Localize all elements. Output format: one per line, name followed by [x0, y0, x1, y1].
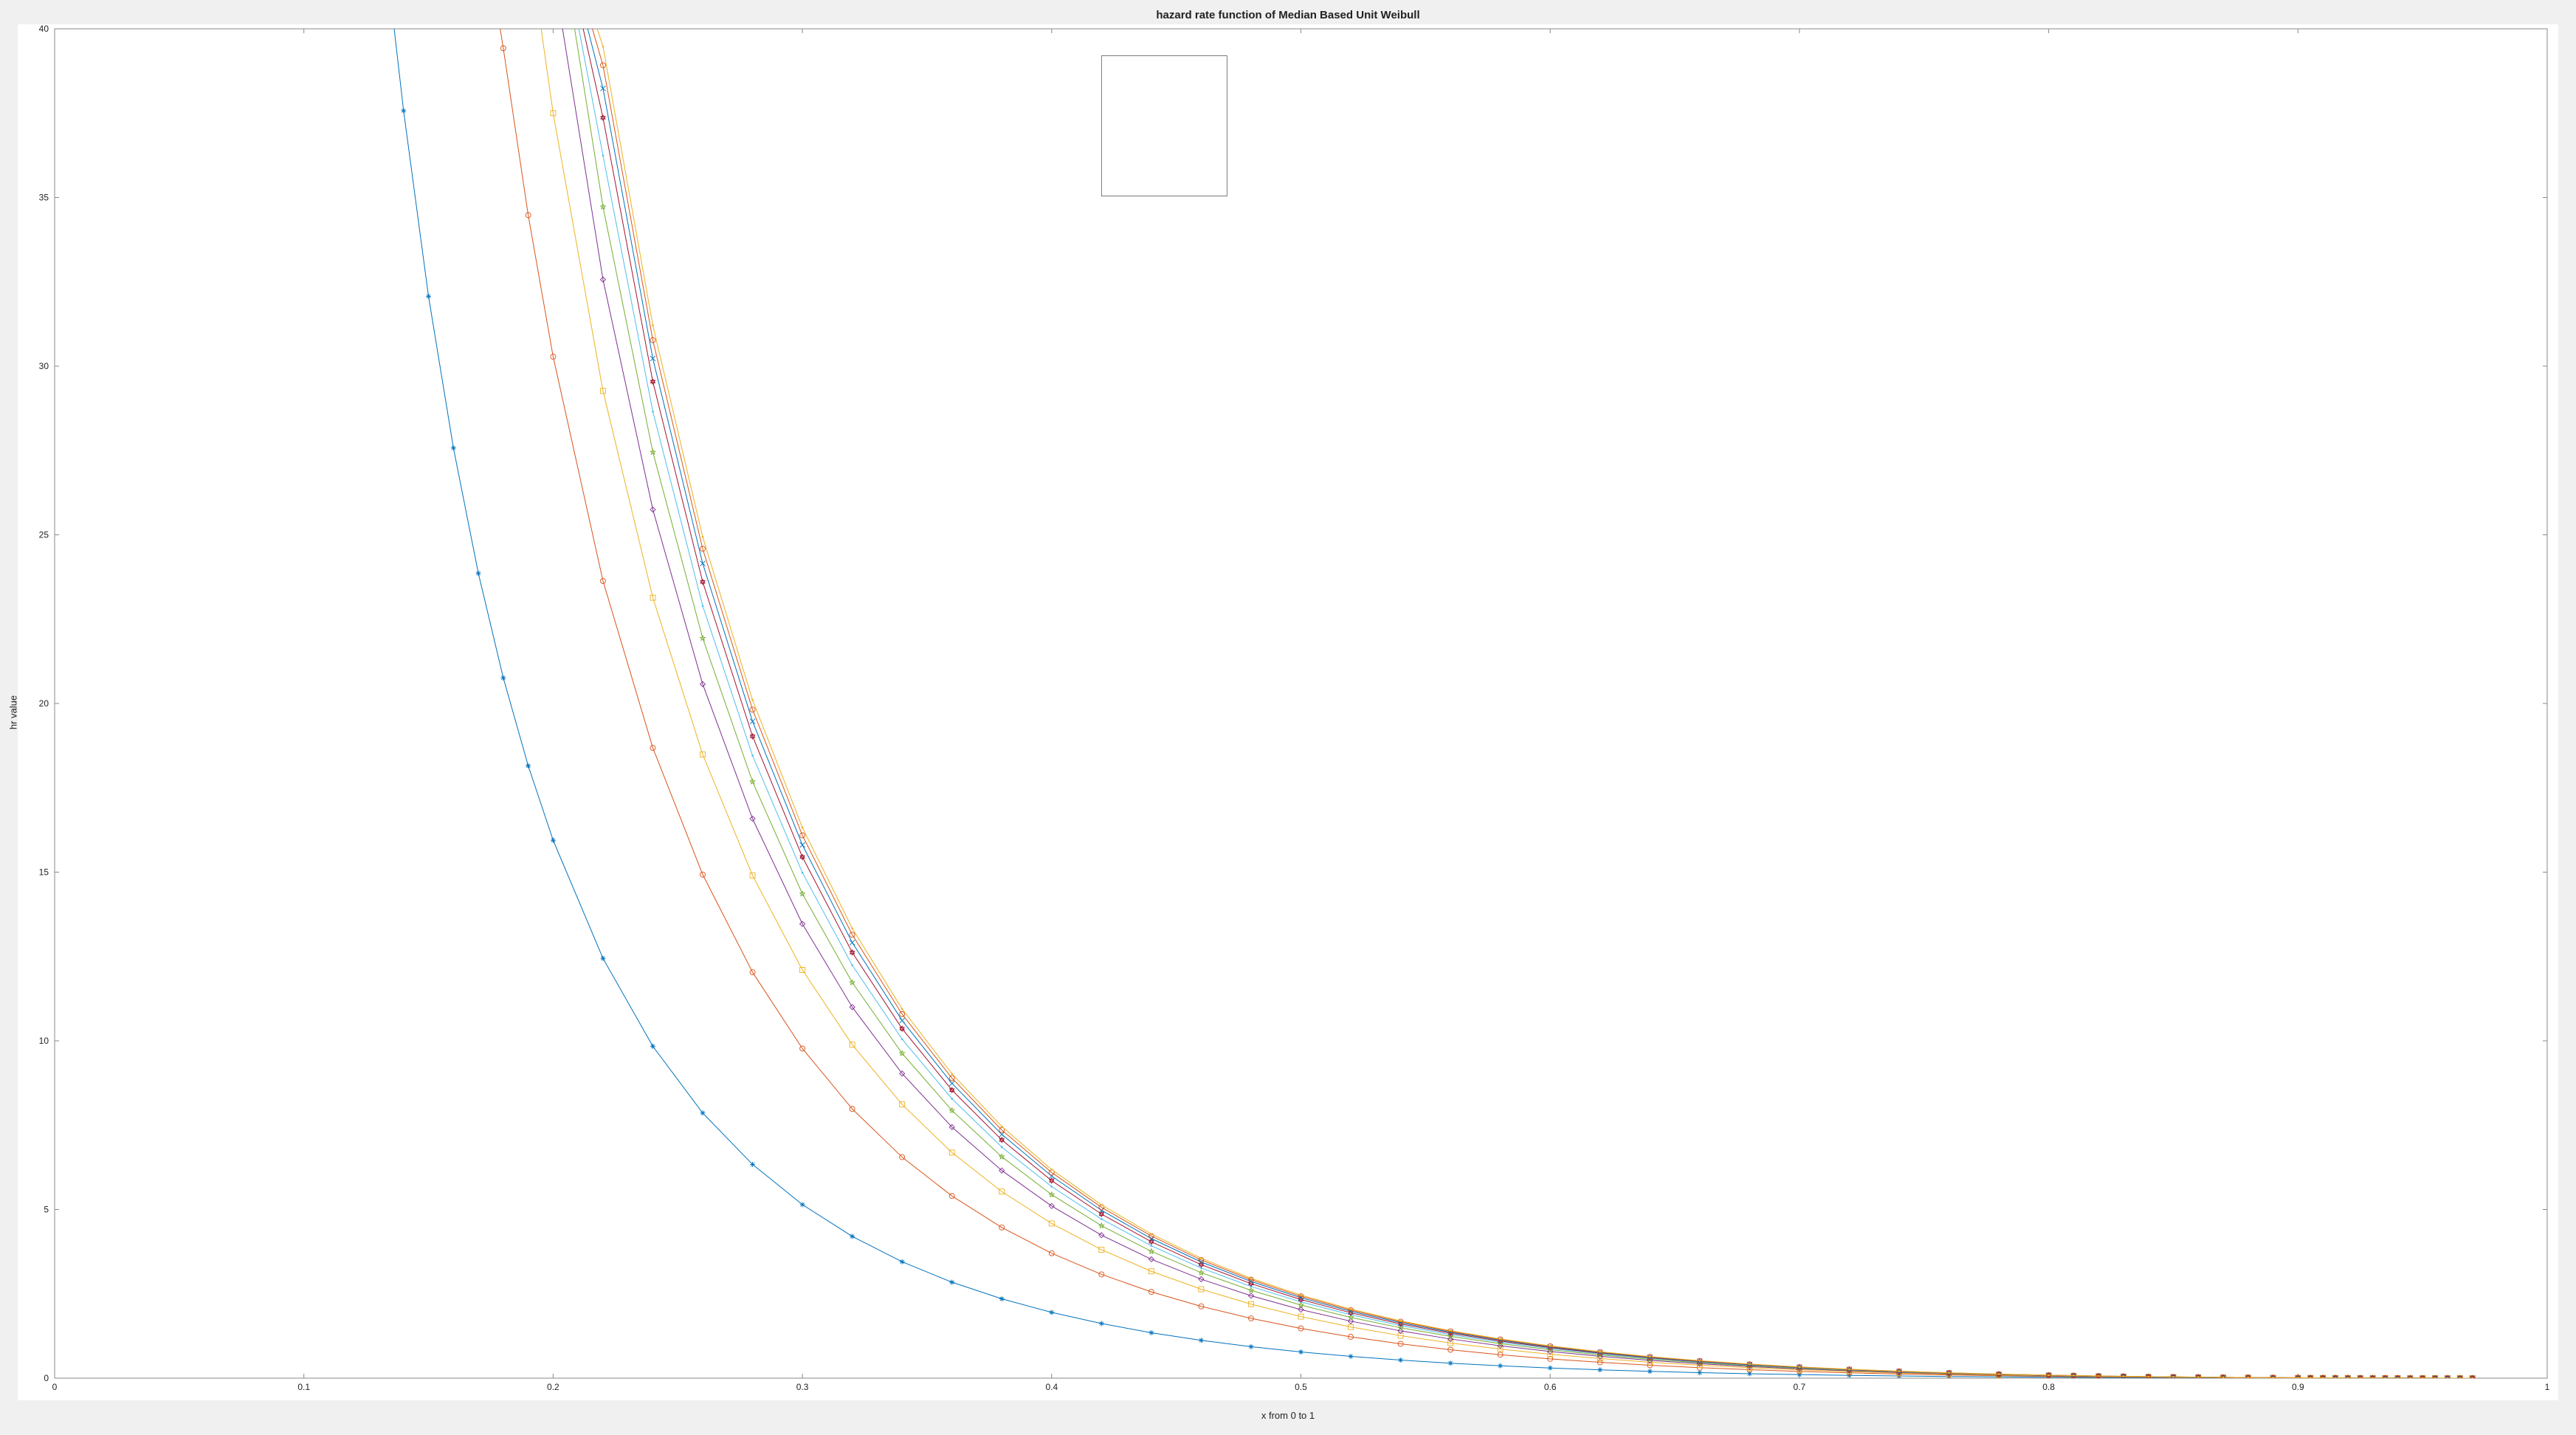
svg-text:0.9: 0.9 [2292, 1382, 2304, 1392]
y-axis-label: hr value [8, 695, 19, 729]
svg-text:35: 35 [39, 193, 49, 203]
svg-text:0: 0 [44, 1373, 49, 1383]
svg-text:10: 10 [39, 1036, 49, 1046]
svg-text:5: 5 [44, 1205, 49, 1215]
chart-title: hazard rate function of Median Based Uni… [18, 9, 2558, 21]
svg-text:0.5: 0.5 [1295, 1382, 1307, 1392]
plot-area: 00.10.20.30.40.50.60.70.80.9105101520253… [18, 24, 2558, 1400]
figure-container: hazard rate function of Median Based Uni… [0, 0, 2576, 1435]
svg-text:40: 40 [39, 24, 49, 34]
svg-text:0: 0 [52, 1382, 58, 1392]
svg-text:0.6: 0.6 [1544, 1382, 1557, 1392]
svg-text:20: 20 [39, 698, 49, 709]
x-axis-label: x from 0 to 1 [1261, 1410, 1315, 1421]
svg-text:0.3: 0.3 [796, 1382, 809, 1392]
svg-text:1: 1 [2545, 1382, 2550, 1392]
svg-text:15: 15 [39, 867, 49, 878]
svg-text:0.2: 0.2 [547, 1382, 559, 1392]
svg-text:0.1: 0.1 [297, 1382, 310, 1392]
plot-wrapper: hr value 00.10.20.30.40.50.60.70.80.9105… [18, 24, 2558, 1400]
svg-text:0.8: 0.8 [2042, 1382, 2055, 1392]
svg-text:0.7: 0.7 [1794, 1382, 1806, 1392]
svg-text:30: 30 [39, 361, 49, 371]
svg-text:25: 25 [39, 530, 49, 540]
svg-text:0.4: 0.4 [1045, 1382, 1058, 1392]
